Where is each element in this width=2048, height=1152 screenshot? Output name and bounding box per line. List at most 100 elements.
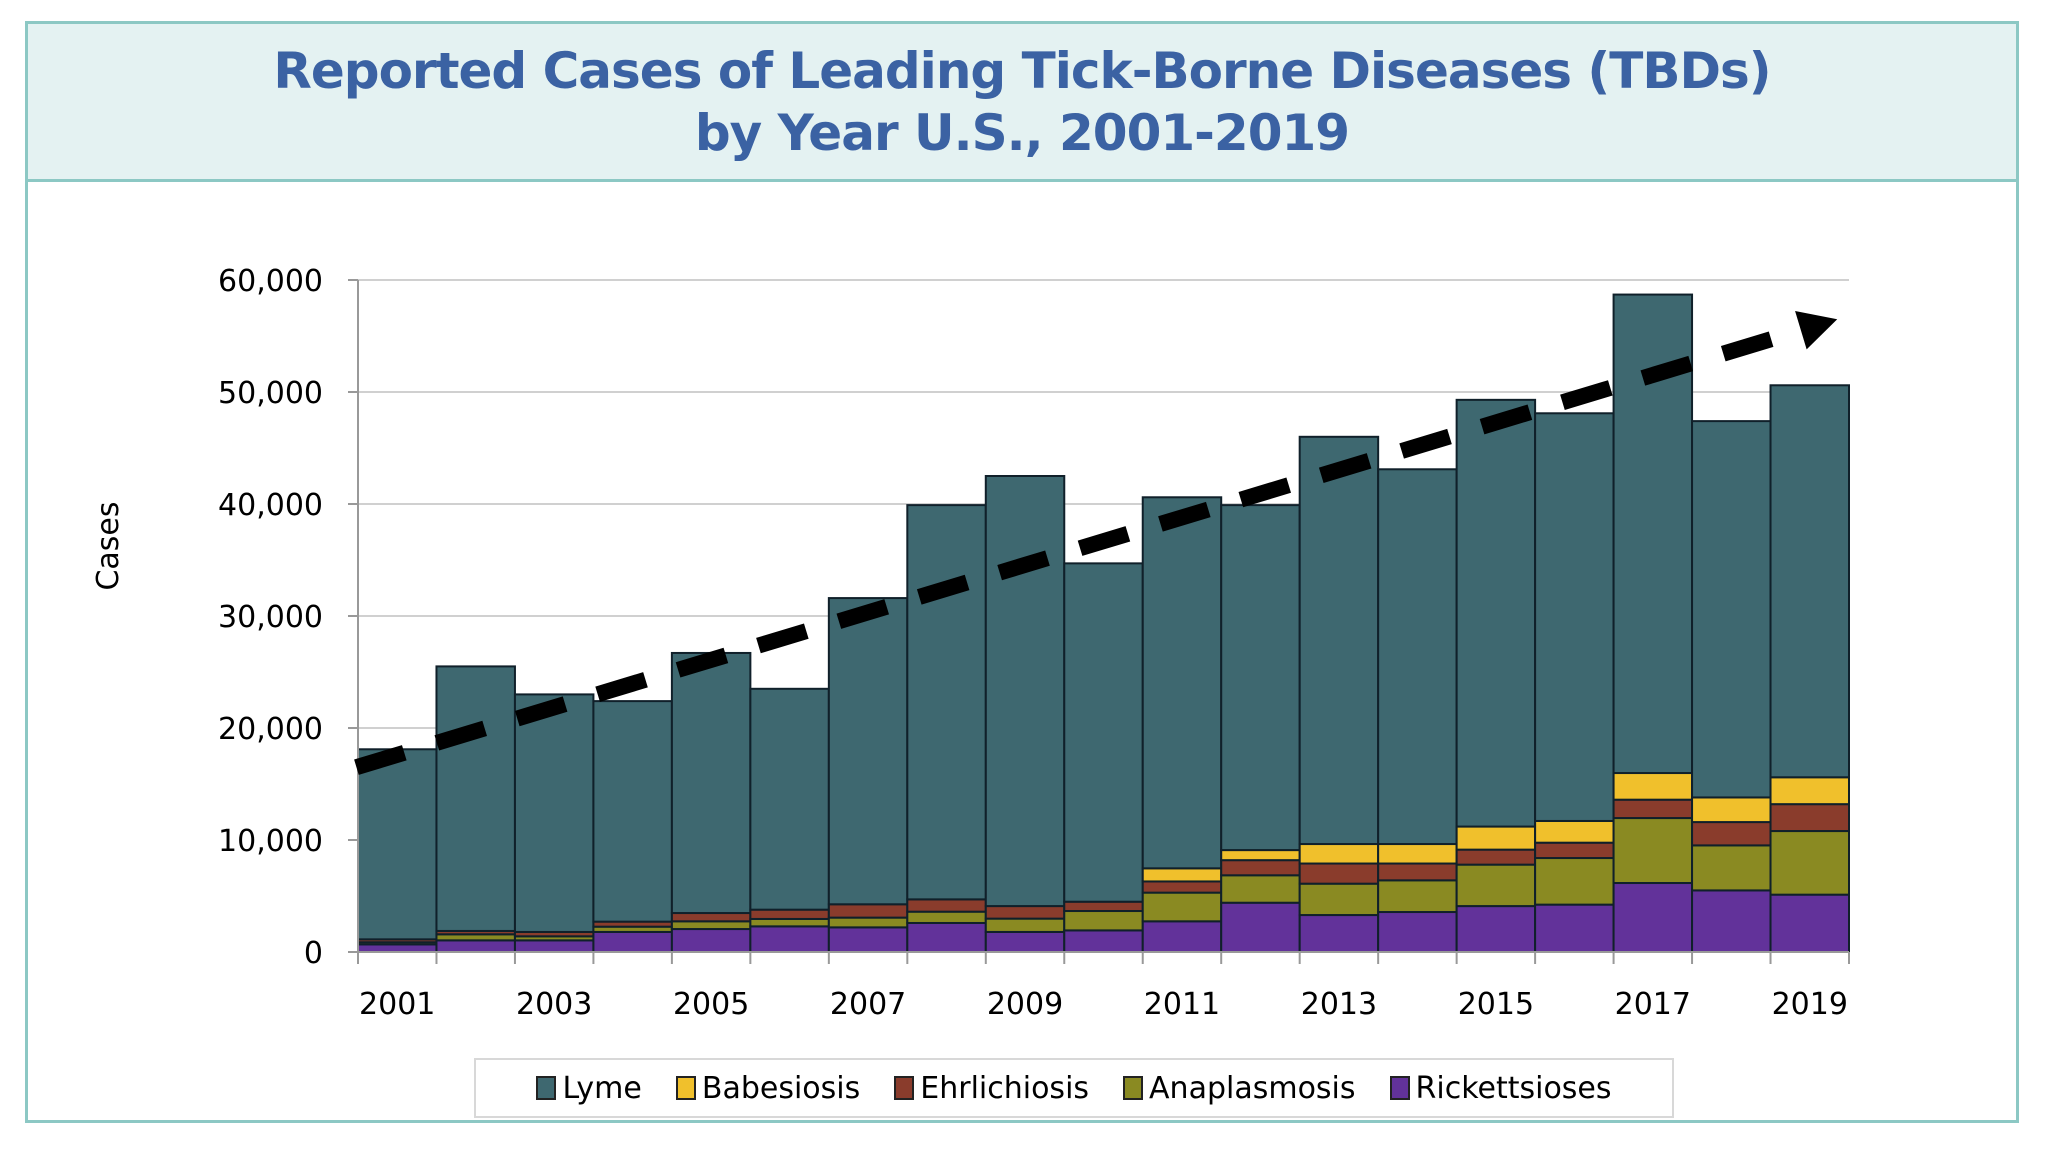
bar-lyme-2019 xyxy=(1769,384,1851,779)
bar-anaplasmosis-2006 xyxy=(749,917,830,928)
bar-rickettsioses-2007 xyxy=(827,926,909,953)
bar-ehrlichiosis-2006 xyxy=(749,908,830,920)
bar-lyme-2008 xyxy=(906,504,987,901)
y-axis-label: Cases xyxy=(91,501,126,590)
bar-babesiosis-2018 xyxy=(1691,796,1772,824)
x-tick-label: 2005 xyxy=(673,987,749,1022)
bar-rickettsioses-2003 xyxy=(513,939,595,953)
bar-lyme-2015 xyxy=(1455,398,1537,828)
chart-frame: Reported Cases of Leading Tick-Borne Dis… xyxy=(25,21,2019,1123)
bar-lyme-2006 xyxy=(749,687,830,911)
bar-ehrlichiosis-2014 xyxy=(1377,862,1458,882)
y-tick-label: 10,000 xyxy=(218,824,323,859)
bar-lyme-2011 xyxy=(1141,496,1223,870)
bar-rickettsioses-2014 xyxy=(1377,911,1458,953)
title-band: Reported Cases of Leading Tick-Borne Dis… xyxy=(28,24,2016,182)
x-tick-label: 2015 xyxy=(1458,987,1534,1022)
bar-babesiosis-2016 xyxy=(1534,819,1615,844)
bar-ehrlichiosis-2016 xyxy=(1534,841,1615,860)
legend-swatch-icon xyxy=(536,1076,557,1100)
legend-swatch-icon xyxy=(894,1076,915,1100)
bar-rickettsioses-2011 xyxy=(1141,920,1223,954)
bar-lyme-2004 xyxy=(592,700,673,923)
bar-anaplasmosis-2019 xyxy=(1769,830,1851,896)
bar-ehrlichiosis-2012 xyxy=(1220,859,1301,877)
bar-ehrlichiosis-2011 xyxy=(1141,880,1223,894)
bar-lyme-2007 xyxy=(827,597,909,906)
legend-swatch-icon xyxy=(1123,1076,1144,1100)
bar-rickettsioses-2019 xyxy=(1769,893,1851,954)
bar-anaplasmosis-2015 xyxy=(1455,863,1537,908)
bar-babesiosis-2014 xyxy=(1377,843,1458,865)
legend-item-ehrlichiosis: Ehrlichiosis xyxy=(894,1071,1089,1106)
bar-rickettsioses-2009 xyxy=(984,930,1066,954)
bar-anaplasmosis-2016 xyxy=(1534,857,1615,906)
bar-ehrlichiosis-2015 xyxy=(1455,848,1537,866)
bar-babesiosis-2017 xyxy=(1612,772,1694,801)
bar-anaplasmosis-2011 xyxy=(1141,891,1223,923)
bar-rickettsioses-2012 xyxy=(1220,901,1301,953)
trend-arrowhead-icon xyxy=(1795,311,1838,350)
y-tick-label: 0 xyxy=(304,936,323,971)
bar-lyme-2001 xyxy=(357,748,438,941)
bar-lyme-2002 xyxy=(435,665,516,932)
bar-lyme-2018 xyxy=(1691,420,1772,799)
bar-anaplasmosis-2014 xyxy=(1377,879,1458,914)
bar-rickettsioses-2018 xyxy=(1691,889,1772,954)
bar-lyme-2013 xyxy=(1298,435,1380,846)
bar-anaplasmosis-2013 xyxy=(1298,882,1380,917)
legend-label: Ehrlichiosis xyxy=(920,1070,1090,1106)
bar-babesiosis-2013 xyxy=(1298,843,1380,865)
bar-lyme-2009 xyxy=(984,475,1066,908)
bar-anaplasmosis-2008 xyxy=(906,910,987,924)
bar-ehrlichiosis-2019 xyxy=(1769,803,1851,833)
legend-label: Anaplasmosis xyxy=(1149,1070,1356,1106)
bar-lyme-2014 xyxy=(1377,468,1458,846)
legend-item-babesiosis: Babesiosis xyxy=(675,1070,861,1106)
bar-anaplasmosis-2010 xyxy=(1063,910,1144,932)
y-tick-label: 50,000 xyxy=(218,376,323,411)
bar-rickettsioses-2001 xyxy=(357,943,438,953)
bar-ehrlichiosis-2009 xyxy=(984,905,1066,920)
bar-lyme-2003 xyxy=(513,693,595,933)
trend-arrow xyxy=(354,311,1838,775)
legend-item-anaplasmosis: Anaplasmosis xyxy=(1123,1070,1356,1106)
bar-ehrlichiosis-2005 xyxy=(670,912,752,923)
bar-babesiosis-2011 xyxy=(1141,867,1223,883)
bar-rickettsioses-2004 xyxy=(592,930,673,954)
chart-title-line-2: by Year U.S., 2001-2019 xyxy=(694,103,1350,162)
bar-lyme-2012 xyxy=(1220,504,1301,852)
bar-ehrlichiosis-2013 xyxy=(1298,862,1380,885)
legend-label: Rickettsioses xyxy=(1415,1070,1612,1106)
y-tick-label: 20,000 xyxy=(218,712,323,747)
bar-babesiosis-2012 xyxy=(1220,849,1301,862)
bar-ehrlichiosis-2017 xyxy=(1612,798,1694,820)
bar-anaplasmosis-2012 xyxy=(1220,874,1301,904)
bar-ehrlichiosis-2010 xyxy=(1063,900,1144,913)
legend-swatch-icon xyxy=(675,1076,696,1100)
legend-label: Lyme xyxy=(562,1070,642,1106)
x-tick-label: 2009 xyxy=(987,987,1063,1022)
x-tick-label: 2003 xyxy=(516,987,592,1022)
bar-babesiosis-2019 xyxy=(1769,776,1851,806)
legend-label: Babesiosis xyxy=(701,1070,861,1106)
x-tick-label: 2013 xyxy=(1301,987,1377,1022)
y-tick-label: 40,000 xyxy=(218,488,323,523)
bar-rickettsioses-2010 xyxy=(1063,929,1144,953)
bar-lyme-2016 xyxy=(1534,412,1615,822)
axes: 0 10,000 20,000 30,000 40,000 50,000 60,000 200… xyxy=(218,264,1850,1022)
bar-rickettsioses-2015 xyxy=(1455,905,1537,954)
legend-item-rickettsioses: Rickettsioses xyxy=(1389,1070,1612,1106)
legend-item-lyme: Lyme xyxy=(536,1070,642,1106)
bar-anaplasmosis-2005 xyxy=(670,920,752,931)
bar-rickettsioses-2016 xyxy=(1534,903,1615,954)
x-tick-label: 2017 xyxy=(1615,987,1691,1022)
legend: Lyme Babesiosis Ehrlichiosis Anaplasmosis Ri… xyxy=(474,1058,1674,1118)
bar-lyme-2005 xyxy=(670,651,752,915)
bar-anaplasmosis-2018 xyxy=(1691,844,1772,892)
bars xyxy=(357,293,1851,954)
bar-rickettsioses-2008 xyxy=(906,921,987,954)
bar-ehrlichiosis-2007 xyxy=(827,903,909,919)
bar-rickettsioses-2006 xyxy=(749,925,830,953)
